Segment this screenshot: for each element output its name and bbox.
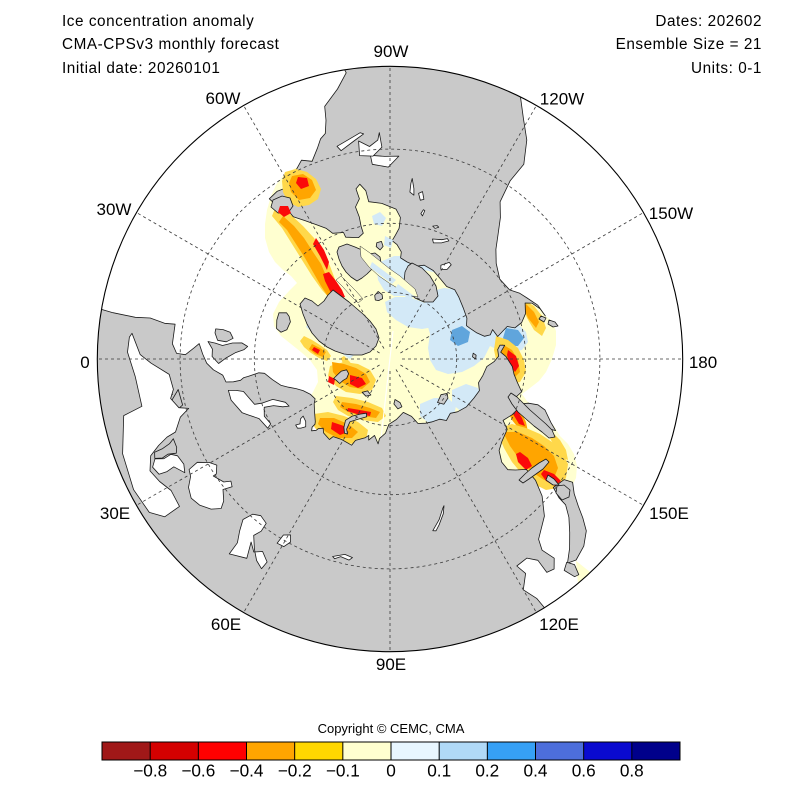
svg-text:180: 180 <box>689 353 717 372</box>
svg-text:120E: 120E <box>539 615 579 634</box>
svg-text:90E: 90E <box>376 655 406 674</box>
svg-text:0.6: 0.6 <box>572 761 596 781</box>
svg-text:60W: 60W <box>206 89 241 108</box>
svg-text:30W: 30W <box>97 200 132 219</box>
svg-text:150E: 150E <box>649 504 689 523</box>
svg-text:120W: 120W <box>540 90 584 109</box>
svg-text:30E: 30E <box>100 504 130 523</box>
svg-text:60E: 60E <box>211 615 241 634</box>
svg-text:−0.4: −0.4 <box>230 761 264 781</box>
svg-text:150W: 150W <box>649 204 693 223</box>
svg-text:−0.2: −0.2 <box>278 761 312 781</box>
svg-text:0.1: 0.1 <box>427 761 451 781</box>
svg-text:−0.6: −0.6 <box>181 761 215 781</box>
svg-text:−0.1: −0.1 <box>326 761 360 781</box>
svg-text:−0.8: −0.8 <box>133 761 167 781</box>
svg-text:0.2: 0.2 <box>475 761 499 781</box>
svg-text:Copyright © CEMC, CMA: Copyright © CEMC, CMA <box>318 721 465 736</box>
svg-text:90W: 90W <box>374 42 409 61</box>
svg-text:0.8: 0.8 <box>620 761 644 781</box>
svg-text:0: 0 <box>386 761 396 781</box>
svg-text:0: 0 <box>80 353 89 372</box>
svg-text:0.4: 0.4 <box>524 761 548 781</box>
